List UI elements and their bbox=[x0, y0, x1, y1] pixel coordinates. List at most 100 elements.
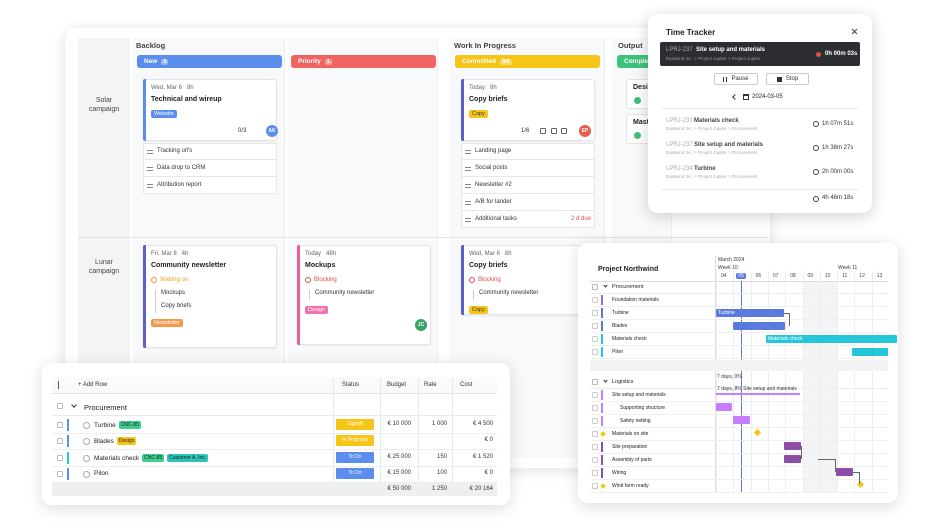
check-icon bbox=[634, 97, 641, 104]
subtask-row bbox=[461, 160, 595, 177]
today-line bbox=[741, 281, 743, 492]
subtask-row bbox=[461, 143, 595, 160]
column-header: Budget bbox=[387, 382, 407, 388]
gantt-week: Week 11 bbox=[838, 265, 858, 271]
row-color bbox=[601, 347, 603, 357]
dependency-line bbox=[473, 290, 474, 300]
row-line bbox=[52, 415, 497, 416]
checkbox bbox=[57, 471, 63, 477]
task-name: Blades bbox=[94, 437, 114, 445]
cost: € 0 bbox=[484, 470, 493, 476]
row-line bbox=[590, 427, 888, 428]
row-line bbox=[52, 482, 497, 483]
dependency-connector bbox=[853, 472, 860, 484]
row-line bbox=[590, 319, 888, 320]
subtask-icon bbox=[147, 167, 153, 171]
entry-time: 1h 38m 27s bbox=[822, 145, 854, 151]
row-color bbox=[67, 435, 69, 447]
column-header: Rate bbox=[424, 382, 437, 388]
checkbox bbox=[57, 403, 63, 409]
status-header: Priority 1 bbox=[291, 55, 436, 68]
status-circle bbox=[83, 438, 90, 445]
gantt-group: Procurement bbox=[612, 284, 644, 290]
dependency-connector bbox=[801, 446, 802, 459]
summary-bar bbox=[716, 393, 800, 395]
button-icon bbox=[776, 76, 782, 82]
card-meta: Fri, Mar 8 4h bbox=[151, 251, 188, 257]
checkbox bbox=[57, 438, 63, 444]
status-circle bbox=[83, 422, 90, 429]
weekend-column bbox=[819, 282, 837, 492]
gantt-week: Week 10 bbox=[718, 265, 738, 271]
gantt-task: Site preparation bbox=[612, 444, 648, 450]
card-date: Today bbox=[305, 251, 322, 257]
button-icon bbox=[723, 76, 728, 82]
checkbox bbox=[592, 470, 598, 476]
gantt-day: 12 bbox=[859, 273, 865, 279]
gantt-title: Project Northwind bbox=[598, 266, 659, 273]
entry-path: Eastwind Inc. > Project Jupiter > Procur… bbox=[666, 174, 758, 179]
tracker-button[interactable]: Pause bbox=[714, 73, 758, 85]
checkbox bbox=[592, 405, 598, 411]
card-title: Technical and wireup bbox=[151, 96, 222, 103]
divider bbox=[662, 189, 858, 190]
column-header: Status bbox=[342, 382, 360, 388]
avatar: EP bbox=[579, 125, 591, 137]
row-color bbox=[601, 455, 603, 465]
checkbox bbox=[592, 323, 598, 329]
total-cost: € 20 164 bbox=[469, 486, 493, 492]
dependency-line bbox=[309, 290, 310, 300]
tag: Website bbox=[151, 110, 177, 118]
status-chip: In Progress bbox=[336, 435, 374, 446]
card-meta: Wed, Mar 6 8h bbox=[469, 251, 512, 257]
dependency-item: Community newsletter bbox=[315, 290, 375, 296]
checkbox bbox=[592, 349, 598, 355]
card-accent bbox=[297, 245, 300, 345]
output-card-title: Mast bbox=[633, 119, 649, 126]
status-name: Complete bbox=[624, 58, 654, 65]
rate: 150 bbox=[436, 454, 447, 460]
card bbox=[461, 245, 595, 315]
clock-icon bbox=[813, 145, 819, 151]
checkbox bbox=[57, 455, 63, 461]
card-title: Mockups bbox=[305, 262, 336, 269]
subtask-row bbox=[461, 194, 595, 211]
card-hours: 8h bbox=[504, 251, 512, 257]
card-meta: Today 48h bbox=[305, 251, 336, 257]
card-accent bbox=[461, 245, 464, 315]
entry-time: 2h 00m 00s bbox=[822, 169, 854, 175]
column-line bbox=[418, 377, 419, 496]
checkbox bbox=[592, 457, 598, 463]
subtask-text: Tracking url's bbox=[157, 148, 193, 154]
output-card-title: Desig bbox=[633, 84, 653, 91]
row-line bbox=[590, 388, 888, 389]
row-color bbox=[601, 403, 603, 413]
subtask-icon bbox=[465, 201, 471, 205]
status-circle bbox=[83, 455, 90, 462]
status-header: New 5 bbox=[137, 55, 282, 68]
status-name: Priority bbox=[298, 58, 321, 65]
card-date: Today bbox=[469, 85, 486, 91]
dependency-item: Community newsletter bbox=[479, 290, 539, 296]
bar-label: Turbine bbox=[718, 310, 735, 316]
row-color bbox=[601, 295, 603, 305]
cost: € 0 bbox=[484, 437, 493, 443]
dependency-connector bbox=[818, 459, 836, 472]
subtask-icon bbox=[147, 150, 153, 154]
checkbox bbox=[592, 379, 598, 385]
gantt-day: 11 bbox=[842, 273, 848, 279]
gantt-bar bbox=[852, 348, 888, 356]
total-time: 4h 46m 18s bbox=[822, 195, 854, 201]
entry-path: Eastwind Inc. > Project Jupiter > Procur… bbox=[666, 150, 758, 155]
check-icon bbox=[634, 132, 641, 139]
tracker-button[interactable]: Stop bbox=[766, 73, 809, 85]
entry-id: LPRJ-234 bbox=[666, 166, 693, 172]
row-name: Pilon bbox=[94, 470, 108, 477]
column-header: Cost bbox=[460, 382, 473, 388]
row-line bbox=[590, 401, 888, 402]
gantt-bar bbox=[733, 416, 750, 424]
row-line bbox=[590, 358, 888, 359]
row-line bbox=[590, 479, 888, 480]
gantt-bar bbox=[716, 403, 732, 411]
day-gridline bbox=[767, 271, 769, 492]
